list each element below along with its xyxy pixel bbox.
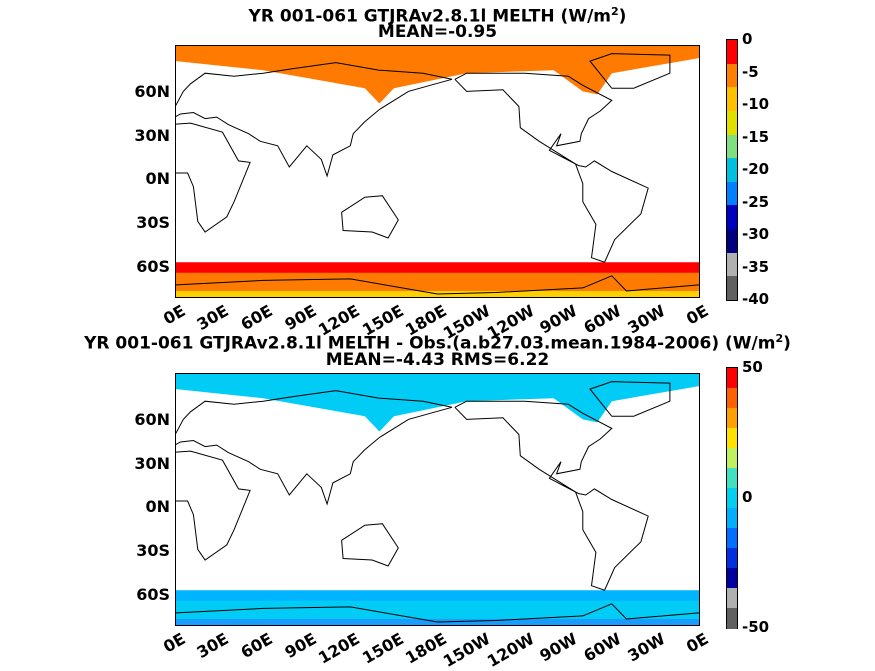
panel1-title-text: YR 001-061 GTJRAv2.8.1l MELTH (W/m — [248, 6, 611, 27]
panel2-title-sup: 2 — [775, 332, 784, 345]
colorbar-segment — [727, 608, 737, 629]
colorbar-segment — [727, 468, 737, 489]
x-tick-label: 120E — [314, 629, 363, 668]
sea-ice-field-0 — [176, 374, 699, 432]
x-tick-label: 60E — [237, 629, 276, 663]
x-tick-label: 30E — [193, 629, 233, 663]
y-tick-label: 30S — [136, 541, 170, 560]
y-tick-label: 60S — [136, 585, 170, 604]
colorbar-segment — [727, 508, 737, 529]
coastline-4 — [589, 381, 671, 417]
colorbar-segment — [727, 158, 737, 183]
colorbar-segment — [727, 368, 737, 389]
x-tick-label: 150W — [439, 629, 494, 671]
colorbar-segment — [727, 229, 737, 254]
coastline-5 — [176, 275, 699, 295]
y-tick-label: 30N — [134, 126, 170, 145]
colorbar-tick-label: -50 — [742, 618, 770, 636]
colorbar-segment — [727, 276, 737, 301]
map-field-svg — [176, 374, 699, 625]
sea-ice-field-2 — [176, 262, 699, 273]
x-tick-label: 90W — [536, 629, 581, 666]
coastline-4 — [589, 53, 671, 89]
x-tick-label: 60W — [580, 629, 625, 666]
panel2-colorbar — [726, 367, 738, 629]
x-tick-label: 30W — [623, 629, 668, 666]
y-tick-label: 0N — [145, 169, 170, 188]
panel1-colorbar — [726, 39, 738, 301]
colorbar-tick-label: -15 — [742, 127, 770, 146]
panel1-map — [175, 45, 700, 298]
colorbar-tick-label: 0 — [742, 30, 753, 48]
panel2-map — [175, 373, 700, 626]
x-tick-label: 150E — [358, 629, 407, 668]
colorbar-segment — [727, 548, 737, 569]
x-tick-label: 0E — [682, 301, 712, 329]
coastline-1 — [176, 62, 453, 178]
colorbar-segment — [727, 181, 737, 206]
coastline-5 — [176, 603, 699, 623]
coastline-1 — [176, 390, 453, 506]
y-tick-label: 60N — [134, 410, 170, 429]
colorbar-segment — [727, 134, 737, 159]
panel2-subtitle: MEAN=-4.43 RMS=6.22 — [325, 350, 550, 370]
sea-ice-field-2 — [176, 590, 699, 601]
colorbar-segment — [727, 110, 737, 136]
colorbar-segment — [727, 252, 737, 277]
colorbar-segment — [727, 87, 737, 112]
colorbar-segment — [727, 428, 737, 449]
panel2-title: YR 001-061 GTJRAv2.8.1l MELTH - Obs.(a.b… — [0, 329, 875, 354]
panel1-title-close: ) — [618, 6, 627, 27]
x-tick-label: 180E — [402, 629, 450, 668]
panel2-title-close: ) — [783, 333, 791, 354]
panel1-title-sup: 2 — [611, 5, 619, 18]
coastline-2 — [341, 195, 399, 239]
colorbar-tick-label: -5 — [742, 62, 759, 81]
colorbar-tick-label: 50 — [742, 358, 763, 376]
colorbar-segment — [727, 448, 737, 469]
colorbar-segment — [727, 40, 737, 65]
panel1-title: YR 001-061 GTJRAv2.8.1l MELTH (W/m2) — [0, 2, 875, 27]
x-tick-label: 90E — [280, 629, 320, 663]
y-tick-label: 30N — [134, 454, 170, 473]
x-tick-label: 0E — [682, 629, 712, 657]
coastline-3 — [454, 72, 649, 263]
colorbar-segment — [727, 63, 737, 88]
panel2-title-text: YR 001-061 GTJRAv2.8.1l MELTH - Obs.(a.b… — [84, 333, 776, 354]
y-tick-label: 60N — [134, 82, 170, 101]
panel1-subtitle: MEAN=-0.95 — [377, 22, 498, 42]
colorbar-tick-label: 0 — [742, 488, 753, 506]
x-tick-label: 120W — [483, 629, 538, 671]
colorbar-tick-label: -25 — [742, 192, 770, 211]
colorbar-tick-label: -10 — [742, 95, 770, 113]
colorbar-segment — [727, 588, 737, 609]
colorbar-segment — [727, 388, 737, 409]
sea-ice-field-1 — [176, 597, 699, 625]
coastline-2 — [341, 523, 399, 567]
coastline-3 — [454, 400, 649, 591]
y-tick-label: 30S — [136, 213, 170, 232]
coastline-0 — [176, 450, 251, 561]
y-tick-label: 60S — [136, 257, 170, 276]
colorbar-segment — [727, 488, 737, 509]
sea-ice-field-1 — [176, 269, 699, 297]
colorbar-segment — [727, 568, 737, 589]
colorbar-tick-label: -30 — [742, 225, 770, 243]
coastline-0 — [176, 122, 251, 233]
colorbar-tick-label: -35 — [742, 257, 770, 276]
colorbar-tick-label: -40 — [742, 290, 770, 308]
colorbar-segment — [727, 408, 737, 429]
y-tick-label: 0N — [145, 497, 170, 516]
x-tick-label: 0E — [159, 301, 189, 329]
x-tick-label: 0E — [159, 629, 189, 657]
sea-ice-field-0 — [176, 46, 699, 104]
colorbar-segment — [727, 205, 737, 230]
colorbar-segment — [727, 528, 737, 549]
map-field-svg — [176, 46, 699, 297]
colorbar-tick-label: -20 — [742, 160, 770, 178]
